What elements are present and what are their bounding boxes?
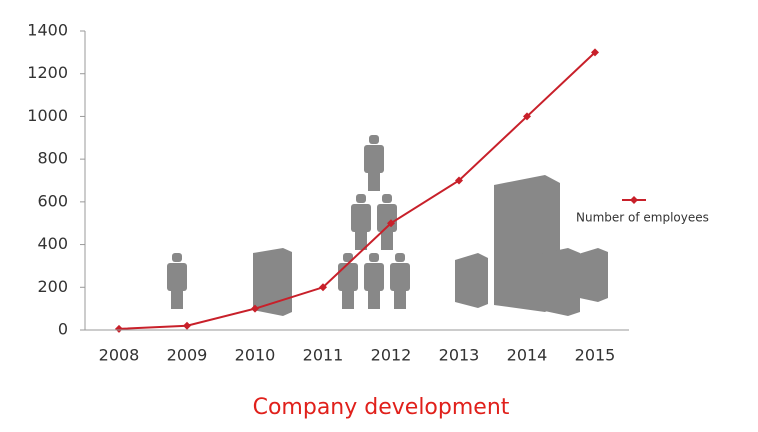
data-point: [591, 48, 599, 57]
y-tick-label: 600: [37, 191, 68, 210]
chart-title: Company development: [253, 395, 510, 420]
x-tick-label: 2010: [235, 346, 276, 365]
data-point: [523, 112, 531, 121]
decoration: [167, 135, 608, 316]
y-tick-label: 400: [37, 234, 68, 253]
y-tick-label: 1400: [27, 21, 68, 40]
data-point: [319, 283, 327, 292]
data-point: [387, 219, 395, 228]
legend-marker: [630, 196, 638, 204]
x-tick-label: 2015: [575, 346, 616, 365]
x-tick-label: 2012: [371, 346, 412, 365]
data-point: [455, 176, 463, 185]
y-tick-label: 200: [37, 277, 68, 296]
series-line: [118, 51, 596, 330]
y-tick-label: 1000: [27, 106, 68, 125]
x-tick-label: 2008: [99, 346, 140, 365]
data-point: [183, 321, 191, 330]
x-tick-label: 2014: [507, 346, 548, 365]
x-tick-label: 2009: [167, 346, 208, 365]
y-tick-label: 800: [37, 149, 68, 168]
y-tick-label: 1200: [27, 63, 68, 82]
y-tick-label: 0: [58, 320, 68, 339]
data-point: [251, 304, 259, 313]
x-tick-label: 2011: [303, 346, 344, 365]
data-point: [115, 324, 123, 333]
x-tick-label: 2013: [439, 346, 480, 365]
legend-label: Number of employees: [576, 211, 709, 225]
